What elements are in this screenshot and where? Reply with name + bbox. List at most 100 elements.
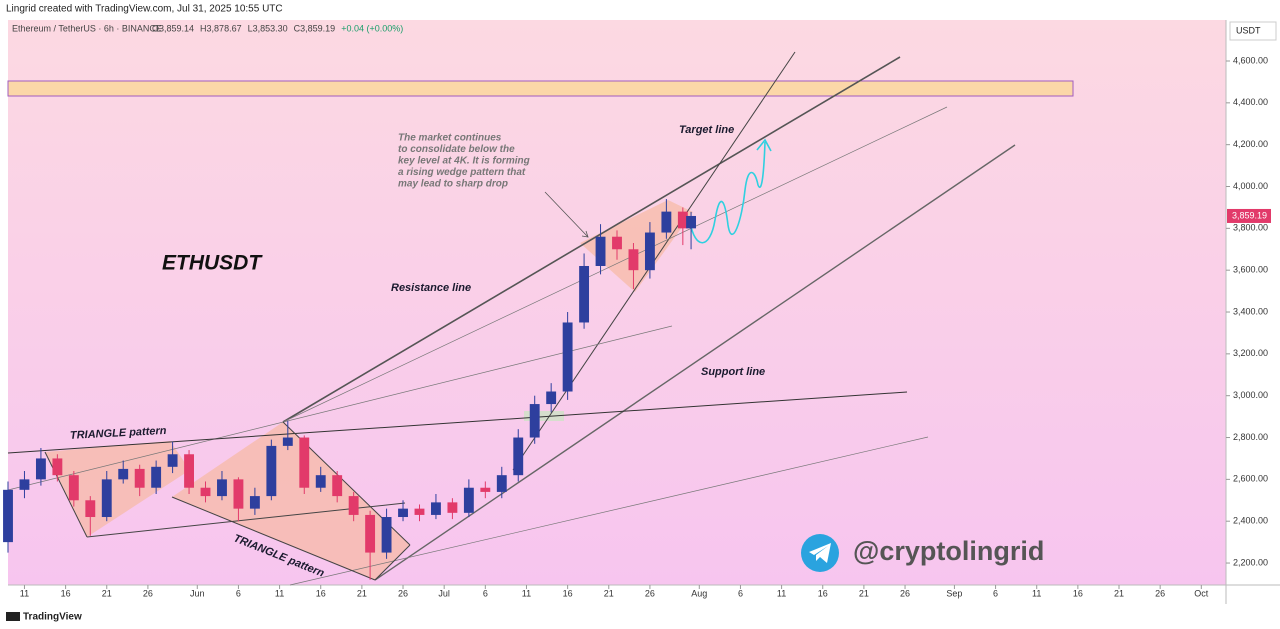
- y-tick-label: 3,000.00: [1233, 390, 1268, 400]
- candle-body: [562, 322, 573, 392]
- ohlc-value: O3,859.14: [152, 23, 194, 33]
- tv-logo: [6, 612, 20, 621]
- candle-body: [463, 487, 474, 513]
- x-tick-label: 6: [738, 588, 743, 598]
- candle-body: [3, 489, 13, 543]
- candle-body: [661, 211, 672, 233]
- ohlc-value: +0.04 (+0.00%): [341, 23, 403, 33]
- x-tick-label: 6: [483, 588, 488, 598]
- candle-body: [546, 391, 557, 405]
- candle-body: [513, 437, 524, 476]
- candle-body: [480, 487, 491, 492]
- candle-body: [52, 458, 63, 476]
- y-tick-label: 4,000.00: [1233, 181, 1268, 191]
- candles: [3, 199, 697, 580]
- triangle-line: [374, 544, 411, 581]
- x-tick-label: 26: [1155, 588, 1165, 598]
- triangle-shade: [45, 441, 190, 537]
- x-tick-label: 21: [102, 588, 112, 598]
- candle-body: [184, 454, 194, 488]
- x-tick-label: 26: [398, 588, 408, 598]
- x-tick-label: Oct: [1194, 588, 1209, 598]
- x-tick-label: 16: [316, 588, 326, 598]
- x-tick-label: 21: [859, 588, 869, 598]
- box-shade: [524, 411, 564, 421]
- annotation: Target line: [679, 124, 734, 136]
- candle-body: [644, 232, 655, 271]
- candle-body: [677, 211, 688, 229]
- x-tick-label: 16: [563, 588, 573, 598]
- candle-body: [249, 496, 260, 509]
- candle-body: [348, 496, 359, 515]
- x-tick-label: 21: [357, 588, 367, 598]
- y-tick-label: 3,800.00: [1233, 223, 1268, 233]
- x-tick-label: 6: [993, 588, 998, 598]
- candle-body: [628, 249, 639, 271]
- candle-body: [595, 236, 606, 266]
- candle-body: [167, 454, 178, 467]
- ohlc: O3,859.14 H3,878.67 L3,853.30 C3,859.19 +0.0…: [152, 23, 403, 33]
- handle: @cryptolingrid: [853, 536, 1044, 566]
- y-tick-label: 4,200.00: [1233, 139, 1268, 149]
- y-tick-label: 3,400.00: [1233, 306, 1268, 316]
- axes: 2,200.00 2,400.00 2,600.00 2,800.00 3,000.00…: [20, 55, 1271, 598]
- x-tick-label: 11: [522, 588, 531, 598]
- candle-body: [496, 475, 507, 492]
- y-tick-label: 2,200.00: [1233, 557, 1268, 567]
- candle-body: [101, 479, 112, 518]
- trendline: [289, 436, 929, 586]
- note-line: a rising wedge pattern that: [398, 167, 526, 178]
- annotation: TRIANGLE pattern: [70, 425, 167, 442]
- candle-body: [19, 479, 30, 490]
- x-tick-label: 21: [604, 588, 614, 598]
- x-tick-label: 16: [1073, 588, 1083, 598]
- credit: Lingrid created with TradingView.com, Ju…: [6, 4, 283, 15]
- candle-body: [447, 502, 458, 513]
- y-tick-label: 3,600.00: [1233, 265, 1268, 275]
- x-tick-label: 11: [1032, 588, 1041, 598]
- candle-body: [151, 466, 162, 488]
- currency: USDT: [1236, 25, 1261, 35]
- candle-body: [282, 437, 293, 446]
- y-tick-label: 4,600.00: [1233, 55, 1268, 65]
- y-tick-label: 3,200.00: [1233, 348, 1268, 358]
- x-tick-label: 16: [61, 588, 71, 598]
- candle-body: [332, 475, 343, 497]
- candle-body: [118, 468, 129, 480]
- candle-body: [431, 502, 441, 515]
- trendline: [7, 391, 908, 454]
- note-arrow: [544, 191, 589, 238]
- candle-body: [68, 475, 79, 501]
- last-price-label: 3,859.19: [1232, 210, 1267, 220]
- symbol: Ethereum / TetherUS · 6h · BINANCE: [12, 23, 162, 33]
- triangle-line: [44, 451, 88, 538]
- candle-body: [529, 404, 540, 438]
- x-tick-label: Sep: [946, 588, 962, 598]
- note-arrowhead: [581, 230, 589, 238]
- candle-body: [134, 468, 145, 488]
- annotation: Resistance line: [391, 282, 471, 294]
- chart-title: ETHUSDT: [162, 252, 263, 275]
- support-line: [374, 144, 1016, 581]
- y-tick-label: 4,400.00: [1233, 97, 1268, 107]
- projection-arrowhead: [756, 138, 772, 152]
- x-tick-label: 26: [645, 588, 655, 598]
- x-tick-label: 11: [777, 588, 786, 598]
- telegram-plane: [809, 543, 831, 563]
- currency-box: [1229, 21, 1277, 41]
- ohlc-value: C3,859.19: [294, 23, 336, 33]
- candle-body: [315, 475, 326, 488]
- ohlc-value: H3,878.67: [200, 23, 242, 33]
- trendline: [7, 325, 673, 491]
- candle-body: [85, 500, 96, 518]
- x-tick-label: 11: [20, 588, 29, 598]
- candle-body: [266, 445, 277, 497]
- candle-body: [686, 215, 697, 229]
- trendline: [282, 106, 948, 423]
- x-tick-label: Jul: [438, 588, 450, 598]
- candle-body: [200, 487, 211, 497]
- note-line: to consolidate below the: [398, 144, 515, 155]
- candle-body: [233, 479, 244, 509]
- x-tick-label: 21: [1114, 588, 1124, 598]
